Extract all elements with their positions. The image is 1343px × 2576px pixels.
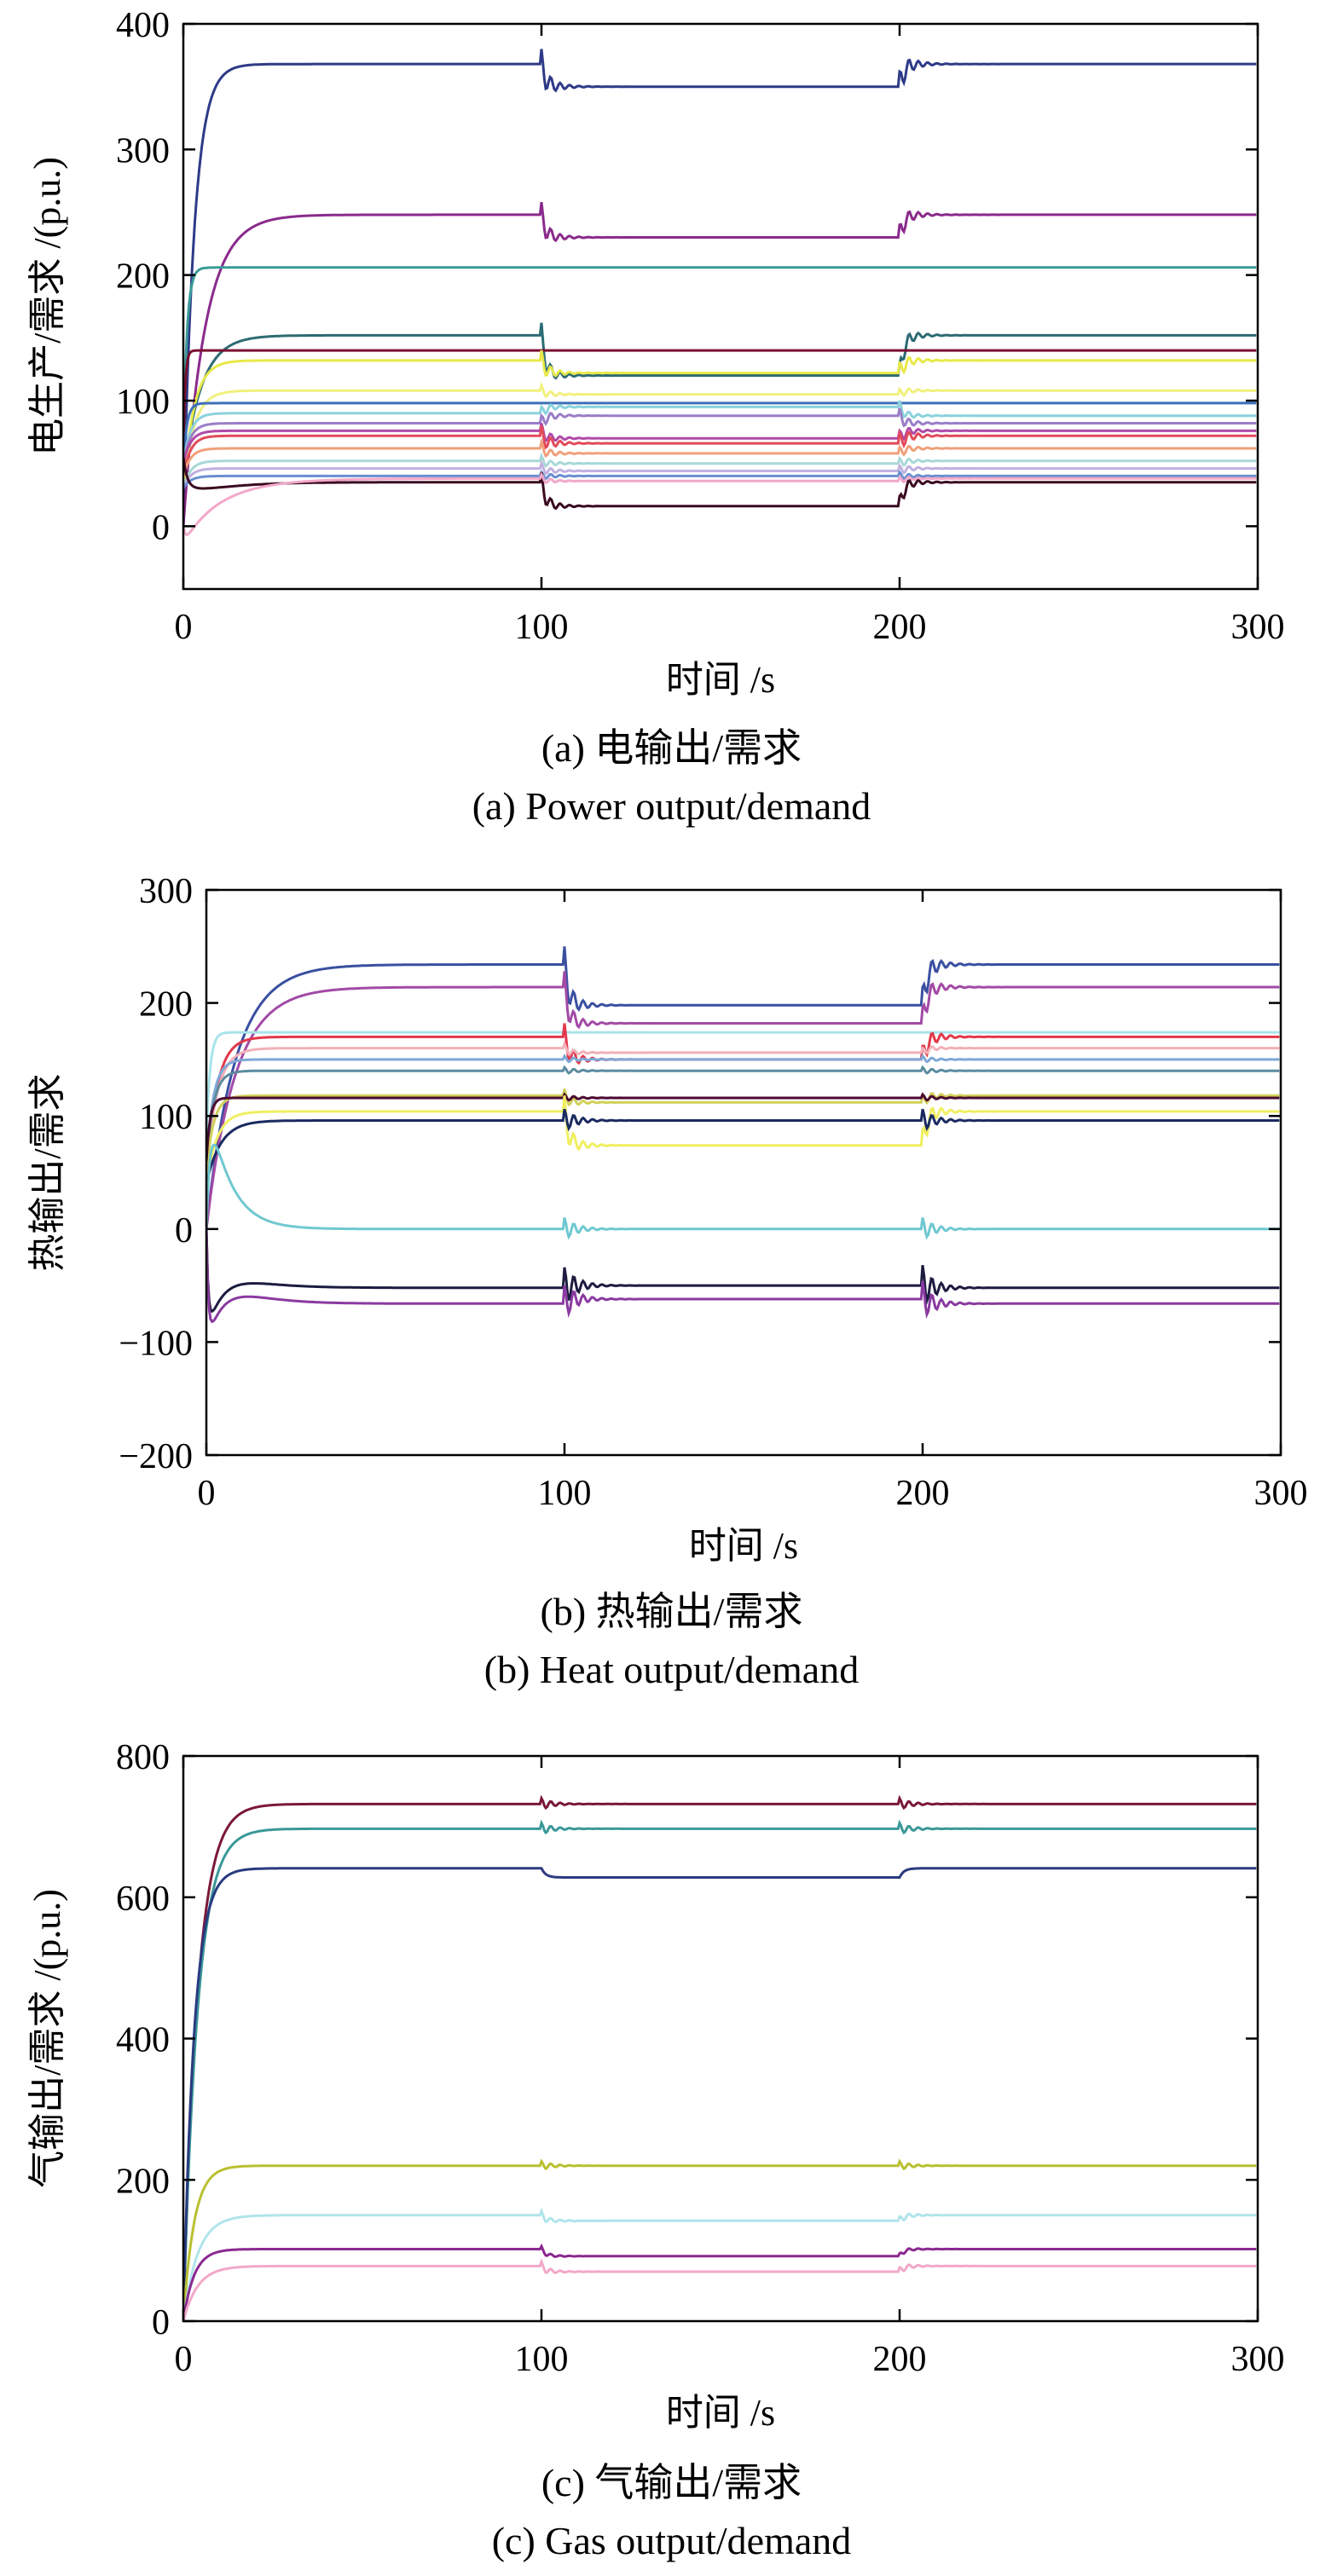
series-line-10 (206, 1108, 1280, 1185)
series-line-6 (183, 381, 1257, 489)
y-tick-label: 100 (116, 383, 170, 422)
series-line-4 (183, 2207, 1257, 2321)
chart-gas: 0 100 200 300 0 200 400 600 800 时间 /s 气输出/需求 /(p.u… (26, 1738, 1285, 2434)
caption-power-cn: (a) 电输出/需求 (541, 726, 802, 770)
series-line-8 (206, 1092, 1280, 1162)
series-line-1 (183, 202, 1257, 527)
chart-power: 0 100 200 300 0 100 200 300 400 时间 /s 电生产/需求 /(p.u… (26, 6, 1285, 701)
x-tick-label: 200 (873, 2340, 927, 2379)
series-line-0 (183, 1794, 1257, 2321)
x-tick-label: 0 (175, 2340, 193, 2379)
series-line-2 (183, 266, 1257, 451)
series-line-17 (183, 471, 1257, 536)
series-line-7 (183, 401, 1257, 464)
y-tick-label: 300 (116, 131, 170, 170)
y-tick-label: 0 (152, 2303, 170, 2342)
series-line-6 (183, 2258, 1257, 2321)
series-line-0 (183, 49, 1257, 527)
series-line-3 (183, 2158, 1257, 2321)
series-line-3 (183, 322, 1257, 477)
y-tick-label: 0 (152, 508, 170, 547)
x-tick-label: 200 (873, 608, 927, 647)
y-tick-label: 400 (116, 6, 170, 45)
x-tick-label: 100 (515, 608, 569, 647)
series-line-0 (206, 946, 1280, 1229)
series-group (183, 49, 1257, 536)
series-line-13 (206, 1228, 1280, 1324)
x-tick-label: 200 (896, 1474, 950, 1513)
y-tick-label: 0 (175, 1211, 193, 1250)
chart-panel-gas: 0 100 200 300 0 200 400 600 800 时间 /s 气输出/需求 /(p.u… (0, 1730, 1343, 2463)
series-group (183, 1794, 1257, 2321)
x-axis-label: 时间 /s (689, 1525, 798, 1567)
y-tick-label: 800 (116, 1738, 170, 1777)
caption-power-en: (a) Power output/demand (472, 784, 871, 828)
series-line-13 (183, 452, 1257, 489)
y-tick-label: 200 (116, 2162, 170, 2201)
x-tick-label: 300 (1254, 1474, 1308, 1513)
series-line-11 (183, 425, 1257, 477)
plot-frame (205, 888, 1282, 1457)
x-axis-label: 时间 /s (666, 2392, 775, 2434)
chart-panel-power: 0 100 200 300 0 100 200 300 400 时间 /s 电生产/需求 /(p.u… (0, 0, 1343, 733)
series-line-2 (206, 1031, 1280, 1139)
y-tick-label: −200 (119, 1437, 193, 1476)
series-line-2 (183, 1867, 1257, 2321)
x-tick-label: 300 (1231, 608, 1285, 647)
chart-heat: 0 100 200 300 −200 −100 0 100 200 300 时间 /s 热输出/需求 (26, 872, 1308, 1567)
series-group (206, 946, 1280, 1324)
series-line-6 (206, 1065, 1280, 1162)
x-tick-label: 300 (1231, 2340, 1285, 2379)
y-tick-label: 400 (116, 2021, 170, 2060)
y-axis-label: 气输出/需求 /(p.u.) (26, 1889, 68, 2188)
y-tick-label: 600 (116, 1880, 170, 1919)
series-line-1 (183, 1819, 1257, 2321)
x-tick-label: 100 (515, 2340, 569, 2379)
y-tick-label: 200 (116, 257, 170, 297)
series-line-4 (183, 349, 1257, 451)
series-line-12 (183, 436, 1257, 477)
series-line-11 (206, 1143, 1280, 1240)
x-tick-label: 100 (538, 1474, 592, 1513)
series-line-5 (206, 1054, 1280, 1162)
caption-heat-en: (b) Heat output/demand (483, 1648, 860, 1691)
series-line-1 (206, 971, 1280, 1229)
plot-frame (182, 22, 1259, 591)
series-line-5 (183, 2243, 1257, 2321)
series-line-16 (183, 457, 1257, 511)
series-line-12 (206, 1228, 1280, 1314)
x-tick-label: 0 (198, 1474, 216, 1513)
y-axis-label: 电生产/需求 /(p.u.) (26, 157, 68, 456)
series-line-4 (206, 1039, 1280, 1173)
y-tick-label: 300 (139, 872, 193, 911)
series-line-14 (183, 459, 1257, 489)
caption-gas-cn: (c) 气输出/需求 (541, 2461, 802, 2504)
series-line-8 (183, 400, 1257, 464)
y-tick-label: 200 (139, 985, 193, 1025)
series-line-9 (183, 407, 1257, 464)
y-tick-label: 100 (139, 1098, 193, 1137)
y-axis-label: 热输出/需求 (26, 1073, 68, 1271)
series-line-7 (206, 1088, 1280, 1173)
series-line-10 (183, 423, 1257, 465)
plot-frame (182, 1754, 1259, 2323)
y-tick-label: −100 (119, 1324, 193, 1363)
series-line-15 (183, 470, 1257, 489)
x-tick-label: 0 (175, 608, 193, 647)
caption-heat-cn: (b) 热输出/需求 (540, 1590, 803, 1633)
x-axis-label: 时间 /s (666, 659, 775, 701)
caption-gas-en: (c) Gas output/demand (491, 2519, 852, 2562)
series-line-9 (206, 1095, 1280, 1185)
series-line-5 (183, 349, 1257, 489)
chart-panel-heat: 0 100 200 300 −200 −100 0 100 200 300 时间 /s 热输出/需求 (0, 861, 1343, 1594)
